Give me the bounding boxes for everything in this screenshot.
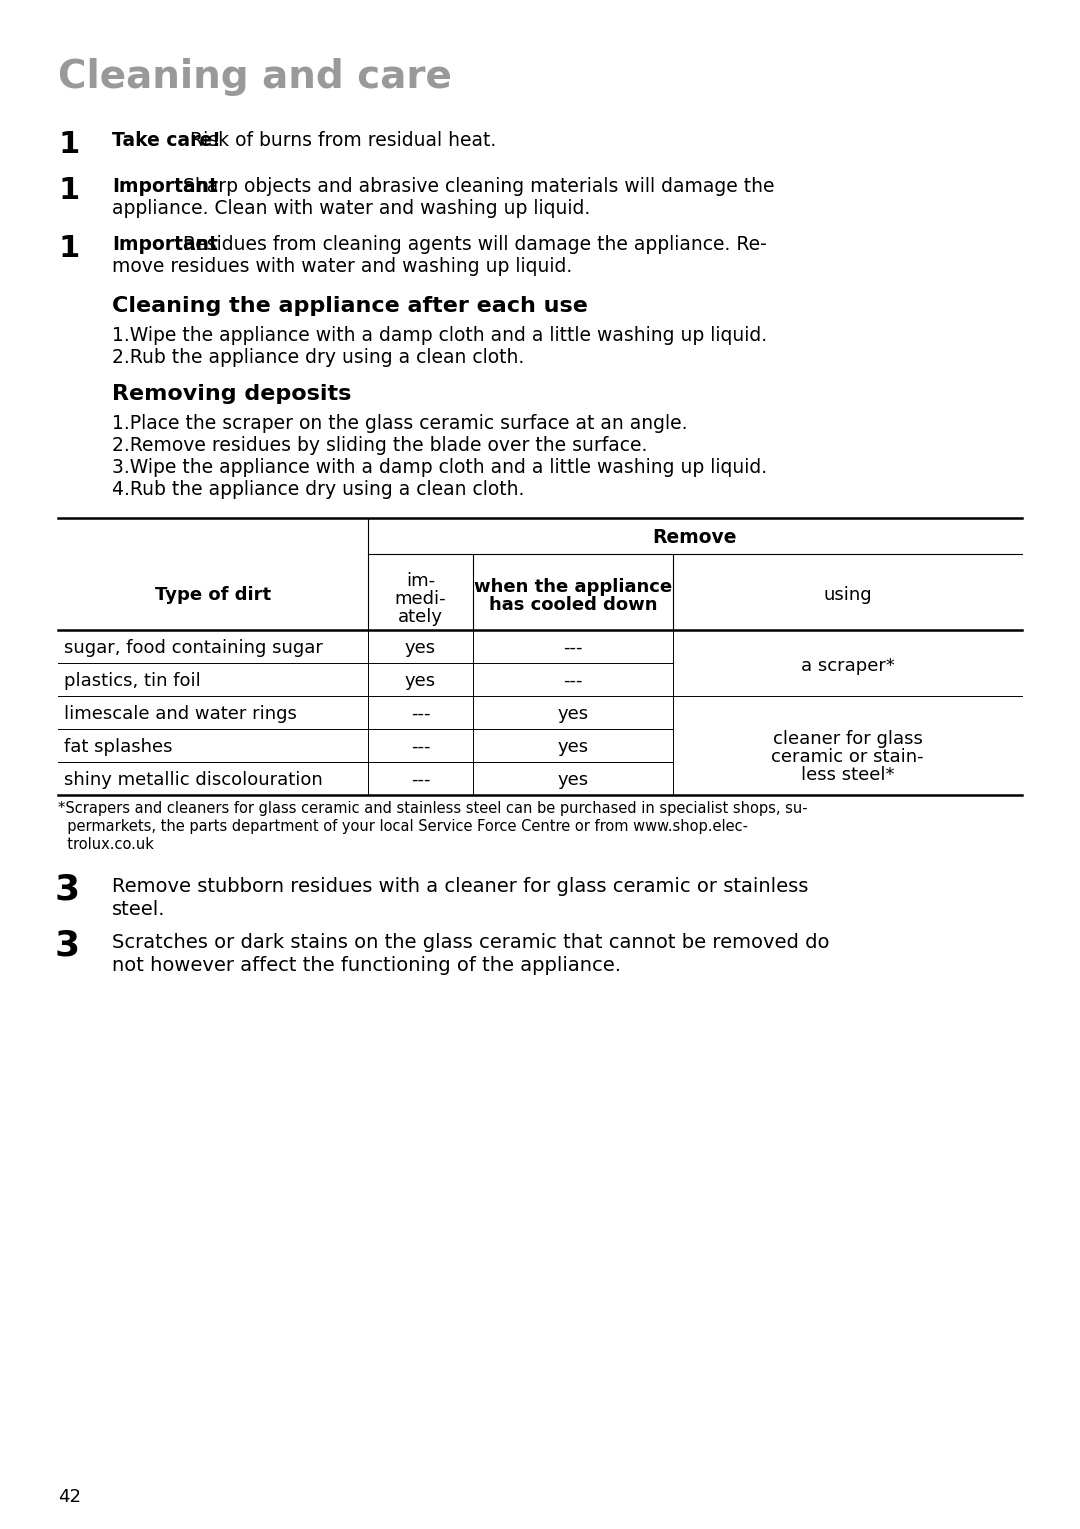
Text: yes: yes bbox=[557, 771, 589, 789]
Text: Important: Important bbox=[112, 235, 218, 254]
Text: when the appliance: when the appliance bbox=[474, 578, 672, 596]
Text: *Scrapers and cleaners for glass ceramic and stainless steel can be purchased in: *Scrapers and cleaners for glass ceramic… bbox=[58, 801, 808, 816]
Text: 3: 3 bbox=[55, 930, 80, 963]
Text: ---: --- bbox=[410, 705, 430, 723]
Text: steel.: steel. bbox=[112, 901, 165, 919]
Text: ---: --- bbox=[564, 639, 583, 657]
Text: 4.Rub the appliance dry using a clean cloth.: 4.Rub the appliance dry using a clean cl… bbox=[112, 480, 525, 498]
Text: im-: im- bbox=[406, 572, 435, 590]
Text: trolux.co.uk: trolux.co.uk bbox=[58, 836, 153, 852]
Text: Risk of burns from residual heat.: Risk of burns from residual heat. bbox=[184, 131, 496, 150]
Text: 1.Wipe the appliance with a damp cloth and a little washing up liquid.: 1.Wipe the appliance with a damp cloth a… bbox=[112, 326, 767, 346]
Text: 1: 1 bbox=[58, 234, 79, 263]
Text: yes: yes bbox=[557, 705, 589, 723]
Text: ately: ately bbox=[399, 609, 443, 625]
Text: Remove: Remove bbox=[652, 528, 738, 547]
Text: 3: 3 bbox=[55, 873, 80, 907]
Text: yes: yes bbox=[557, 739, 589, 755]
Text: not however affect the functioning of the appliance.: not however affect the functioning of th… bbox=[112, 956, 621, 976]
Text: 3.Wipe the appliance with a damp cloth and a little washing up liquid.: 3.Wipe the appliance with a damp cloth a… bbox=[112, 459, 767, 477]
Text: shiny metallic discolouration: shiny metallic discolouration bbox=[64, 771, 323, 789]
Text: sugar, food containing sugar: sugar, food containing sugar bbox=[64, 639, 323, 657]
Text: has cooled down: has cooled down bbox=[489, 596, 658, 615]
Text: yes: yes bbox=[405, 673, 436, 690]
Text: Residues from cleaning agents will damage the appliance. Re-: Residues from cleaning agents will damag… bbox=[177, 235, 767, 254]
Text: Removing deposits: Removing deposits bbox=[112, 384, 351, 404]
Text: 1: 1 bbox=[58, 130, 79, 159]
Text: Take care!: Take care! bbox=[112, 131, 220, 150]
Text: move residues with water and washing up liquid.: move residues with water and washing up … bbox=[112, 257, 572, 277]
Text: Remove stubborn residues with a cleaner for glass ceramic or stainless: Remove stubborn residues with a cleaner … bbox=[112, 878, 808, 896]
Text: 2.Remove residues by sliding the blade over the surface.: 2.Remove residues by sliding the blade o… bbox=[112, 436, 647, 456]
Text: cleaner for glass: cleaner for glass bbox=[772, 729, 922, 748]
Text: medi-: medi- bbox=[394, 590, 446, 609]
Text: Scratches or dark stains on the glass ceramic that cannot be removed do: Scratches or dark stains on the glass ce… bbox=[112, 933, 829, 953]
Text: Cleaning the appliance after each use: Cleaning the appliance after each use bbox=[112, 297, 588, 317]
Text: Important: Important bbox=[112, 177, 218, 196]
Text: a scraper*: a scraper* bbox=[800, 657, 894, 674]
Text: fat splashes: fat splashes bbox=[64, 739, 173, 755]
Text: ---: --- bbox=[564, 673, 583, 690]
Text: 1: 1 bbox=[58, 176, 79, 205]
Text: Type of dirt: Type of dirt bbox=[154, 586, 271, 604]
Text: plastics, tin foil: plastics, tin foil bbox=[64, 673, 201, 690]
Text: appliance. Clean with water and washing up liquid.: appliance. Clean with water and washing … bbox=[112, 199, 591, 219]
Text: 1.Place the scraper on the glass ceramic surface at an angle.: 1.Place the scraper on the glass ceramic… bbox=[112, 414, 688, 433]
Text: permarkets, the parts department of your local Service Force Centre or from www.: permarkets, the parts department of your… bbox=[58, 820, 748, 833]
Text: 42: 42 bbox=[58, 1488, 81, 1506]
Text: Sharp objects and abrasive cleaning materials will damage the: Sharp objects and abrasive cleaning mate… bbox=[177, 177, 774, 196]
Text: Cleaning and care: Cleaning and care bbox=[58, 58, 451, 96]
Text: ---: --- bbox=[410, 739, 430, 755]
Text: ceramic or stain-: ceramic or stain- bbox=[771, 748, 923, 766]
Text: less steel*: less steel* bbox=[800, 766, 894, 783]
Text: 2.Rub the appliance dry using a clean cloth.: 2.Rub the appliance dry using a clean cl… bbox=[112, 349, 524, 367]
Text: yes: yes bbox=[405, 639, 436, 657]
Text: using: using bbox=[823, 586, 872, 604]
Text: limescale and water rings: limescale and water rings bbox=[64, 705, 297, 723]
Text: ---: --- bbox=[410, 771, 430, 789]
